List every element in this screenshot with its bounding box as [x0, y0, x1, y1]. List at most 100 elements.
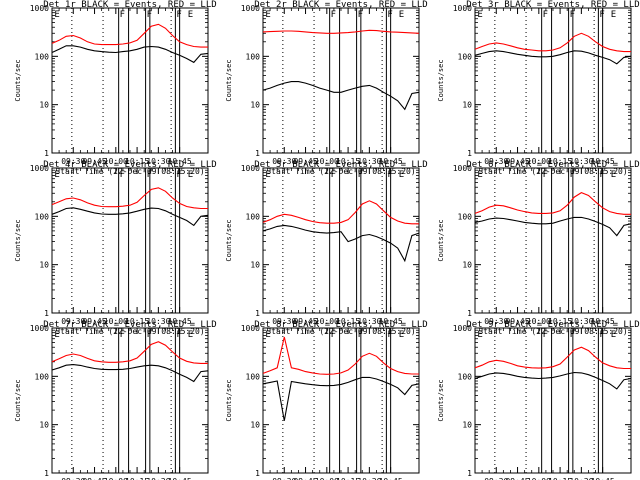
y-tick-label: 100	[35, 372, 50, 381]
marker-label-e: E	[188, 170, 193, 180]
marker-label-e: E	[265, 10, 270, 20]
marker-label-e: E	[611, 170, 616, 180]
x-tick-label: 10:45	[591, 317, 615, 326]
marker-label-e: E	[54, 330, 59, 340]
y-tick-label: 1000	[241, 324, 260, 333]
x-tick-label: 09:45	[505, 317, 529, 326]
panel-det-7: Det 7r BLACK = Events, RED = LLD 1 10 100 10…	[14, 320, 217, 480]
x-tick-label: 10:00	[315, 317, 339, 326]
y-tick-label: 10	[39, 261, 49, 270]
x-axis-label: Start Time (22-Dec-09 08:15:20)	[266, 327, 415, 336]
x-tick-label: 10:00	[104, 317, 128, 326]
x-tick-label: 09:30	[61, 157, 85, 166]
x-tick-label: 10:30	[569, 317, 593, 326]
x-axis-label: Start Time (22-Dec-09 08:15:20)	[55, 327, 204, 336]
y-axis-label: Counts/sec	[437, 219, 445, 261]
marker-label-e: E	[188, 330, 193, 340]
marker-label-f: F	[331, 10, 336, 20]
series-lld-line	[474, 32, 631, 53]
x-tick-label: 10:30	[357, 157, 381, 166]
y-tick-label: 1000	[453, 4, 472, 13]
x-tick-label: 09:30	[484, 477, 508, 480]
marker-label-e: E	[54, 170, 59, 180]
y-tick-label: 1000	[30, 324, 49, 333]
y-axis-label: Counts/sec	[14, 379, 22, 421]
marker-label-f: F	[543, 10, 548, 20]
panel-title: Det 2r BLACK = Events, RED = LLD	[254, 0, 427, 10]
y-tick-label: 100	[458, 212, 473, 221]
panel-title: Det 7r BLACK = Events, RED = LLD	[43, 320, 216, 330]
panel-title: Det 1r BLACK = Events, RED = LLD	[43, 0, 216, 10]
panel-title: Det 5r BLACK = Events, RED = LLD	[254, 160, 427, 170]
marker-label-f: F	[570, 330, 575, 340]
y-tick-label: 10	[39, 421, 49, 430]
x-tick-label: 10:00	[315, 477, 339, 480]
x-tick-label: 10:15	[336, 157, 360, 166]
series-events-line	[51, 364, 209, 383]
y-tick-label: 1000	[453, 324, 472, 333]
y-tick-label: 1000	[30, 164, 49, 173]
y-tick-label: 10	[462, 101, 472, 110]
panel-det-8: Det 8r BLACK = Events, RED = LLD 1 10 100 10…	[225, 320, 428, 480]
x-tick-label: 10:30	[146, 157, 170, 166]
panel-title: Det 6r BLACK = Events, RED = LLD	[466, 160, 639, 170]
x-tick-label: 10:45	[379, 477, 403, 480]
x-tick-label: 10:15	[125, 317, 149, 326]
x-tick-label: 10:30	[569, 157, 593, 166]
x-axis-label: Start Time (22-Dec-09 08:15:20)	[478, 167, 627, 176]
y-tick-label: 1	[44, 469, 49, 478]
x-tick-label: 10:00	[315, 157, 339, 166]
marker-label-e: E	[611, 10, 616, 20]
y-axis-label: Counts/sec	[225, 59, 233, 101]
panel-det-5: Det 5r BLACK = Events, RED = LLD 1 10 100 10…	[225, 160, 428, 336]
plot-frame	[51, 167, 209, 314]
marker-label-f: F	[176, 170, 181, 180]
marker-label-f: F	[331, 330, 336, 340]
x-tick-label: 10:45	[379, 157, 403, 166]
x-tick-label: 10:00	[527, 477, 551, 480]
y-tick-label: 10	[250, 261, 260, 270]
y-tick-label: 10	[250, 421, 260, 430]
y-tick-label: 100	[458, 52, 473, 61]
series-events-line	[262, 376, 420, 421]
x-tick-label: 10:00	[104, 477, 128, 480]
x-tick-label: 09:45	[82, 477, 106, 480]
y-axis-label: Counts/sec	[437, 59, 445, 101]
marker-label-f: F	[570, 170, 575, 180]
panel-det-3: Det 3r BLACK = Events, RED = LLD 1 10 100 10…	[437, 0, 640, 176]
panel-title: Det 4r BLACK = Events, RED = LLD	[43, 160, 216, 170]
panel-title: Det 8r BLACK = Events, RED = LLD	[254, 320, 427, 330]
series-events-line	[474, 216, 632, 237]
marker-label-f: F	[358, 170, 363, 180]
x-tick-label: 09:30	[61, 317, 85, 326]
marker-label-e: E	[611, 330, 616, 340]
x-tick-label: 10:30	[357, 317, 381, 326]
series-lld-line	[474, 346, 631, 370]
x-tick-label: 10:15	[548, 317, 572, 326]
y-tick-label: 1	[255, 469, 260, 478]
panel-det-9: Det 9r BLACK = Events, RED = LLD 1 10 100 10…	[437, 320, 640, 480]
x-tick-label: 10:30	[146, 317, 170, 326]
series-events-line	[51, 207, 209, 227]
x-tick-label: 10:30	[146, 477, 170, 480]
x-tick-label: 09:45	[293, 477, 317, 480]
x-axis-label: Start Time (22-Dec-09 08:15:20)	[478, 327, 627, 336]
y-axis-label: Counts/sec	[437, 379, 445, 421]
x-tick-label: 09:30	[272, 317, 296, 326]
y-axis-label: Counts/sec	[14, 59, 22, 101]
marker-label-e: E	[265, 330, 270, 340]
y-tick-label: 100	[246, 372, 261, 381]
y-tick-label: 10	[462, 421, 472, 430]
y-tick-label: 10	[462, 261, 472, 270]
x-tick-label: 10:45	[591, 477, 615, 480]
x-tick-label: 10:00	[527, 157, 551, 166]
plot-frame	[262, 7, 420, 154]
marker-label-f: F	[120, 330, 125, 340]
plot-frame	[474, 7, 632, 154]
y-tick-label: 10	[250, 101, 260, 110]
x-tick-label: 09:30	[484, 317, 508, 326]
series-lld-line	[51, 23, 208, 48]
y-tick-label: 100	[35, 212, 50, 221]
panel-det-2: Det 2r BLACK = Events, RED = LLD 1 10 100 10…	[225, 0, 428, 176]
marker-label-f: F	[543, 330, 548, 340]
